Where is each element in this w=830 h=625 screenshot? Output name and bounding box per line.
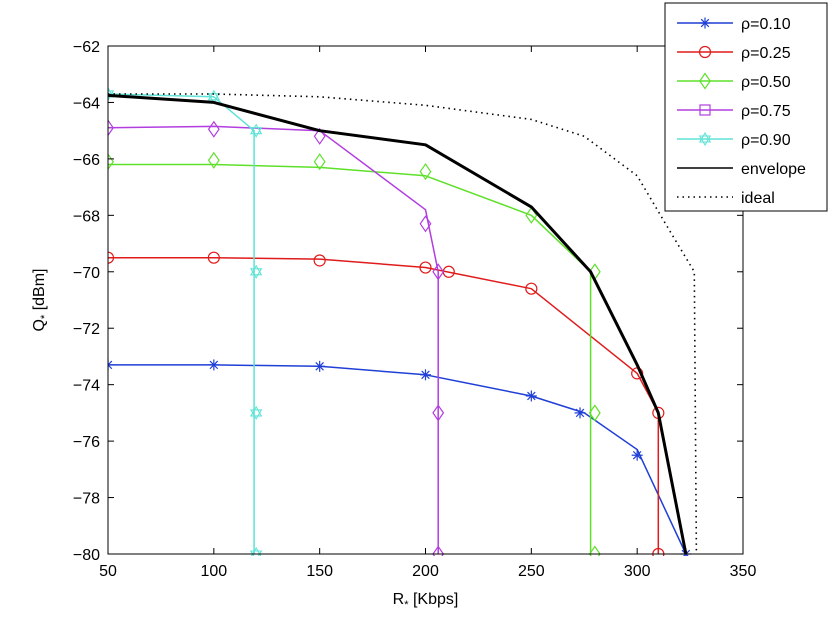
legend-marker [699, 17, 711, 29]
series-line [108, 93, 698, 555]
y-tick-label: −64 [73, 95, 100, 112]
x-tick-label: 50 [99, 563, 117, 580]
data-point [574, 407, 586, 419]
series-5 [108, 86, 263, 556]
series-1 [108, 359, 692, 556]
legend-label: ρ=0.75 [741, 103, 791, 120]
plot-background [108, 46, 743, 554]
x-tick-label: 150 [306, 563, 333, 580]
data-point [588, 404, 601, 422]
x-tick-label: 300 [624, 563, 651, 580]
y-tick-label: −62 [73, 39, 100, 56]
data-point [419, 163, 432, 181]
series-line [108, 93, 688, 555]
legend-entry: ρ=0.75 [677, 103, 791, 120]
y-tick-label: −68 [73, 208, 100, 225]
y-axis-label: Q* [dBm] [31, 269, 51, 332]
data-point [207, 120, 220, 138]
axes: 50 100 150 200 250 300 350 −80 −78 −76 −74 −72 −70 −6… [73, 39, 757, 580]
data-point [419, 215, 432, 233]
data-point [313, 127, 326, 145]
x-axis-label: R* [Kbps] [393, 591, 459, 611]
legend-label: ρ=0.50 [741, 74, 791, 91]
legend-marker [699, 72, 711, 90]
legend-label: ρ=0.10 [741, 16, 791, 33]
data-point [108, 251, 115, 264]
legend-label: ideal [741, 190, 775, 207]
data-point [250, 123, 263, 138]
data-point [432, 404, 445, 422]
legend-label: ρ=0.25 [741, 45, 791, 62]
data-point [631, 449, 643, 461]
legend-entry: ρ=0.90 [677, 131, 791, 149]
data-point [208, 359, 220, 371]
legend-entry: ρ=0.25 [677, 45, 791, 62]
series-line [108, 93, 255, 554]
legend-entry: ρ=0.10 [677, 16, 791, 33]
x-tick-label: 350 [730, 563, 757, 580]
legend-entry: ρ=0.50 [677, 72, 791, 91]
data-point [313, 254, 326, 267]
data-point [207, 151, 220, 169]
y-tick-label: −78 [73, 491, 100, 508]
series-4 [108, 119, 445, 556]
data-point [250, 405, 263, 420]
legend-label: ρ=0.90 [741, 132, 791, 149]
y-tick-label: −76 [73, 434, 100, 451]
legend-entry: envelope [677, 161, 806, 178]
data-point [207, 251, 220, 264]
data-point [420, 369, 431, 381]
y-tick-label: −70 [73, 265, 100, 282]
legend-label: envelope [741, 161, 806, 178]
data-point [588, 545, 601, 556]
legend-marker [698, 45, 712, 59]
data-point [108, 359, 114, 371]
data-point [525, 282, 538, 295]
data-point [314, 360, 326, 372]
y-tick-label: −74 [73, 378, 100, 395]
data-point [419, 261, 432, 274]
x-tick-label: 200 [412, 563, 439, 580]
data-point [108, 119, 114, 137]
series-6 [108, 93, 688, 555]
data-point [313, 153, 326, 171]
series-line [108, 364, 687, 555]
legend: ρ=0.10 ρ=0.25 ρ=0.50 ρ=0.75 ρ=0.90 envelope id… [664, 2, 828, 212]
y-tick-label: −80 [73, 547, 100, 564]
legend-entry: ideal [677, 190, 775, 207]
data-point [250, 264, 263, 279]
legend-box [664, 2, 828, 212]
series-7 [108, 93, 698, 555]
legend-marker [698, 131, 712, 147]
data-point [250, 546, 263, 556]
x-tick-label: 100 [200, 563, 227, 580]
data-point [525, 390, 537, 402]
series-line [108, 125, 439, 554]
data-point [432, 545, 445, 556]
plot-area [108, 46, 743, 556]
y-tick-label: −72 [73, 321, 100, 338]
legend-marker [699, 104, 711, 116]
x-tick-label: 250 [518, 563, 545, 580]
data-point [432, 263, 445, 281]
y-tick-label: −66 [73, 152, 100, 169]
